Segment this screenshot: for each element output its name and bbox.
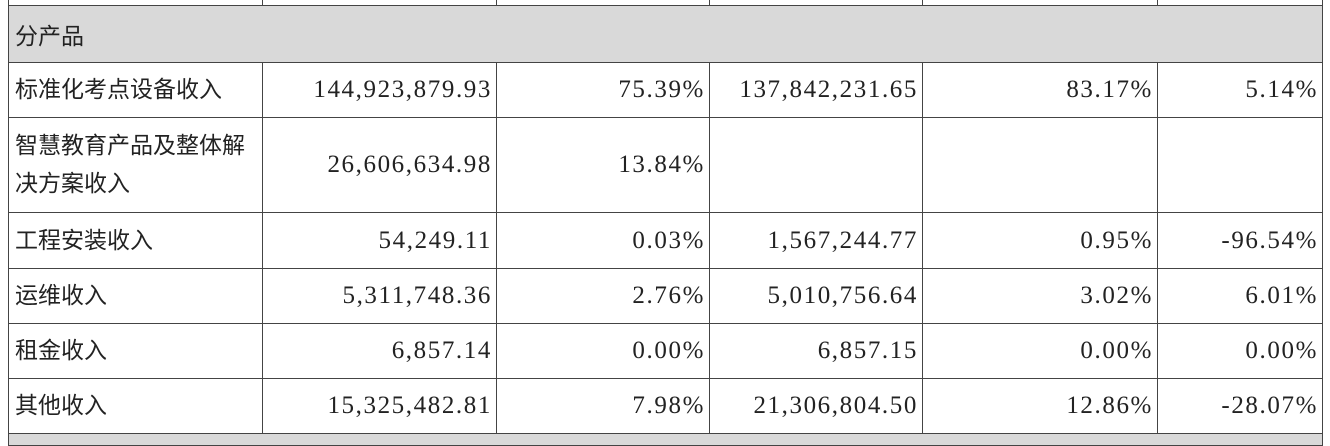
value-cell: 6,857.15 — [709, 323, 923, 379]
item-cell: 运维收入 — [8, 268, 263, 324]
value-cell: 5,010,756.64 — [709, 268, 923, 324]
item-cell: 标准化考点设备收入 — [8, 62, 263, 118]
value-cell: 5,311,748.36 — [262, 268, 497, 324]
value-cell: 144,923,879.93 — [262, 62, 497, 118]
value-cell: 6,857.14 — [262, 323, 497, 379]
value-cell: 137,842,231.65 — [709, 62, 923, 118]
data-row: 智慧教育产品及整体解决方案收入 26,606,634.98 13.84% — [8, 117, 1323, 213]
value-cell: 0.03% — [496, 212, 710, 269]
value-cell: -96.54% — [1157, 212, 1323, 269]
value-cell: 13.84% — [496, 117, 710, 213]
table-body: 分产品 标准化考点设备收入 144,923,879.93 75.39% 137,842… — [8, 0, 1323, 446]
value-cell: 1,567,244.77 — [709, 212, 923, 269]
data-row: 租金收入 6,857.14 0.00% 6,857.15 0.00% 0.00% — [8, 323, 1323, 379]
data-row: 标准化考点设备收入 144,923,879.93 75.39% 137,842,231… — [8, 62, 1323, 118]
data-row: 其他收入 15,325,482.81 7.98% 21,306,804.50 12.86… — [8, 378, 1323, 434]
value-cell: 0.00% — [1157, 323, 1323, 379]
data-row: 工程安装收入 54,249.11 0.03% 1,567,244.77 0.95% -96… — [8, 212, 1323, 269]
value-cell: 21,306,804.50 — [709, 378, 923, 434]
item-cell: 工程安装收入 — [8, 212, 263, 269]
value-cell: 7.98% — [496, 378, 710, 434]
value-cell: 54,249.11 — [262, 212, 497, 269]
value-cell: 12.86% — [922, 378, 1158, 434]
value-cell: 83.17% — [922, 62, 1158, 118]
value-cell: 75.39% — [496, 62, 710, 118]
section-row: 分产品 — [8, 5, 1323, 63]
data-row: 运维收入 5,311,748.36 2.76% 5,010,756.64 3.02% 6.… — [8, 268, 1323, 324]
value-cell: 0.00% — [922, 323, 1158, 379]
value-cell: 26,606,634.98 — [262, 117, 497, 213]
value-cell: 0.95% — [922, 212, 1158, 269]
revenue-table: 分产品 标准化考点设备收入 144,923,879.93 75.39% 137,842… — [8, 0, 1323, 446]
value-cell: 2.76% — [496, 268, 710, 324]
value-cell: 15,325,482.81 — [262, 378, 497, 434]
value-cell: 6.01% — [1157, 268, 1323, 324]
item-cell: 其他收入 — [8, 378, 263, 434]
item-cell: 租金收入 — [8, 323, 263, 379]
value-cell: 5.14% — [1157, 62, 1323, 118]
section-label: 分产品 — [8, 5, 1323, 63]
value-cell: 0.00% — [496, 323, 710, 379]
item-cell: 智慧教育产品及整体解决方案收入 — [8, 117, 263, 213]
value-cell — [709, 117, 923, 213]
value-cell: 3.02% — [922, 268, 1158, 324]
value-cell — [1157, 117, 1323, 213]
value-cell — [922, 117, 1158, 213]
value-cell: -28.07% — [1157, 378, 1323, 434]
